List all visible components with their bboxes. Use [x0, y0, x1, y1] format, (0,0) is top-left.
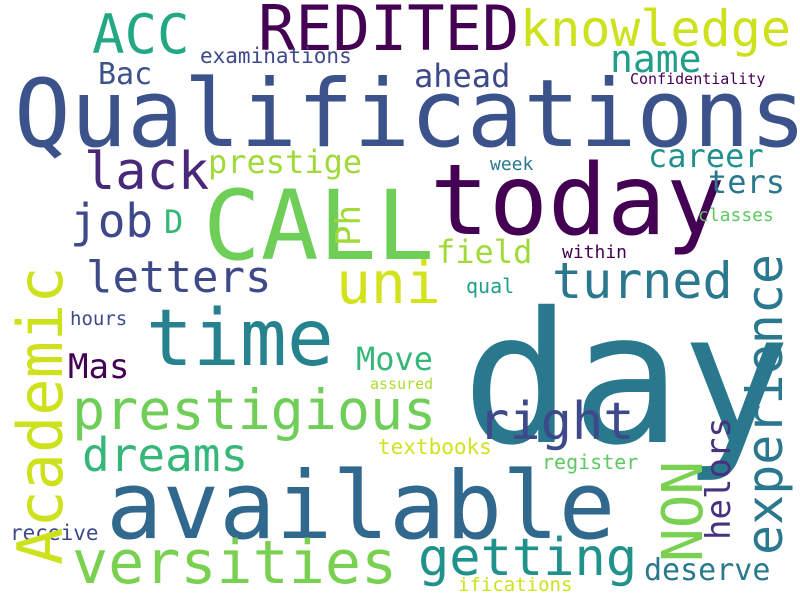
word-hours: hours	[70, 308, 128, 330]
word-prestigious: prestigious	[72, 378, 437, 442]
word-letters: letters	[86, 252, 272, 303]
word-classes: classes	[698, 205, 774, 226]
word-versities: versities	[72, 528, 398, 598]
word-name: name	[610, 37, 702, 81]
word-available: available	[106, 452, 616, 561]
word-register: register	[542, 450, 639, 474]
word-week: week	[490, 154, 534, 175]
word-textbooks: textbooks	[378, 435, 492, 459]
word-redited: REDITED	[258, 0, 520, 65]
word-ifications: ifications	[458, 574, 573, 596]
word-time: time	[146, 294, 334, 384]
word-receive: receive	[10, 521, 99, 545]
word-move: Move	[356, 340, 434, 378]
word-ph: Ph	[329, 205, 369, 246]
word-mas: Mas	[68, 347, 130, 387]
word-acc: ACC	[92, 3, 190, 66]
word-experience: experience	[736, 253, 794, 555]
word-deserve: deserve	[644, 553, 771, 588]
word-day: day	[462, 273, 791, 485]
word-field: field	[436, 233, 533, 271]
word-helors: helors	[699, 417, 739, 540]
word-confidentiality: Confidentiality	[630, 70, 766, 88]
word-examinations: examinations	[200, 44, 352, 68]
word-today: today	[430, 144, 726, 258]
word-turned: turned	[552, 252, 733, 310]
word-uni: uni	[336, 249, 441, 317]
word-qual: qual	[466, 274, 515, 298]
word-d: D	[164, 203, 184, 241]
word-right: right	[478, 392, 635, 452]
word-call: CALL	[203, 170, 435, 282]
word-prestige: prestige	[208, 143, 363, 181]
word-assured: assured	[370, 375, 434, 393]
word-lack: lack	[84, 142, 210, 202]
word-ters: ters	[708, 163, 786, 201]
word-academic: Academic	[4, 266, 77, 565]
word-qualifications: Qualifications	[14, 60, 800, 169]
word-knowledge: knowledge	[520, 0, 791, 58]
word-career: career	[648, 137, 764, 175]
word-dreams: dreams	[82, 428, 249, 482]
word-getting: getting	[418, 528, 638, 588]
word-within: within	[562, 242, 628, 263]
word-ahead: ahead	[414, 57, 511, 95]
word-bac: Bac	[98, 57, 153, 92]
word-job: job	[70, 194, 154, 248]
